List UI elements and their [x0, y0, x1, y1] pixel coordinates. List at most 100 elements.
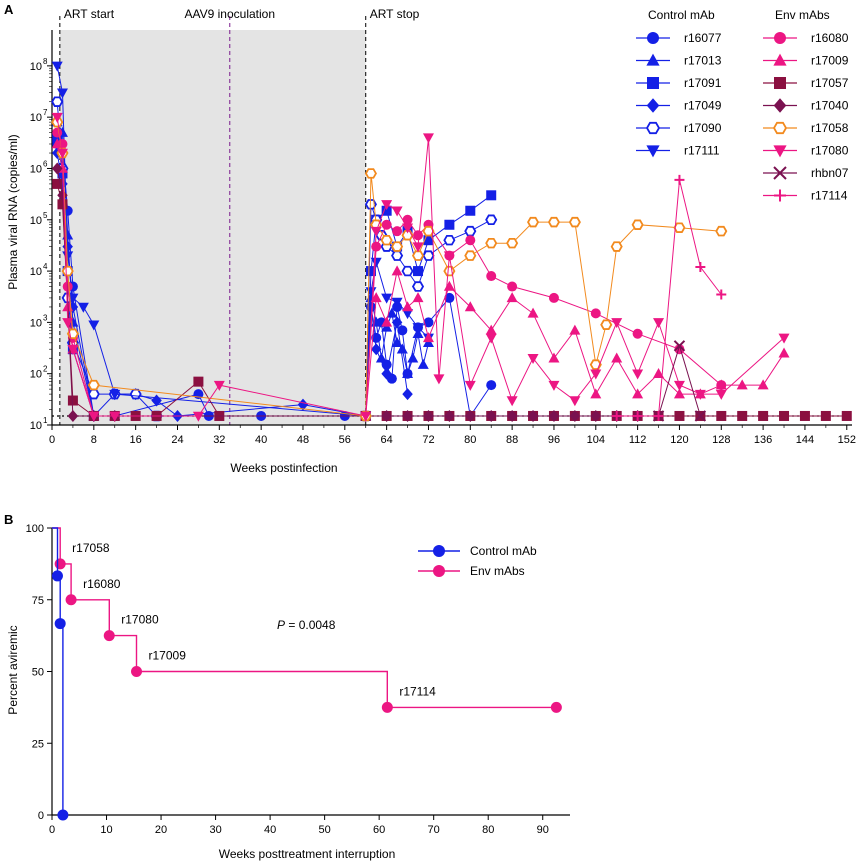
data-point: [486, 190, 497, 201]
data-point: [444, 292, 455, 303]
legend-marker: [645, 121, 661, 135]
legend-group-title: Env mAbs: [775, 8, 830, 22]
data-point: [674, 174, 685, 185]
data-point: [673, 388, 685, 399]
data-point: [716, 289, 727, 300]
y-tick-label: 25: [32, 738, 44, 750]
panel-a-x-axis-label: Weeks postinfection: [230, 461, 337, 475]
legend: Control mAb r16077 r17013 r17091 r17049 r1709…: [636, 8, 849, 203]
data-point: [673, 222, 686, 233]
data-point: [715, 379, 727, 390]
data-point: [422, 133, 434, 144]
data-point: [737, 410, 748, 421]
data-point: [192, 411, 204, 422]
data-point: [506, 292, 518, 303]
legend-label: r17057: [811, 76, 849, 90]
data-point: [51, 138, 63, 149]
data-point: [88, 320, 100, 331]
data-point: [402, 223, 414, 234]
data-point: [381, 409, 392, 422]
annotation-label: r17114: [399, 684, 436, 698]
panel-a-y-axis-label: Plasma viral RNA (copies/ml): [6, 134, 20, 289]
data-point: [391, 206, 403, 217]
data-point: [109, 411, 121, 422]
data-point: [820, 410, 831, 421]
legend-label: r17091: [684, 76, 722, 90]
data-point: [413, 266, 424, 277]
legend-label: r17080: [811, 144, 849, 158]
data-point: [213, 380, 225, 391]
data-point: [56, 148, 68, 159]
data-point: [407, 352, 419, 363]
data-point: [548, 292, 559, 303]
annotation-label: r17080: [121, 613, 159, 627]
x-tick-label: 70: [428, 824, 440, 836]
data-point: [88, 411, 100, 422]
legend-marker: [773, 53, 787, 66]
data-point: [370, 257, 382, 268]
data-point: [422, 250, 435, 261]
y-tick-label: 10: [30, 163, 42, 175]
data-point: [401, 265, 414, 277]
legend-marker: [647, 77, 659, 89]
data-point: [57, 189, 68, 202]
data-point: [485, 324, 497, 335]
p-value-symbol: P: [277, 618, 285, 632]
x-tick-label: 0: [49, 434, 55, 446]
y-tick-label: 0: [38, 810, 44, 822]
event-label: ART stop: [370, 7, 420, 21]
data-point: [632, 388, 644, 399]
data-point: [67, 395, 78, 406]
data-point: [610, 241, 623, 252]
data-point: [67, 409, 79, 422]
data-point: [370, 226, 382, 237]
data-point: [402, 388, 413, 401]
data-point: [67, 344, 79, 355]
y-tick-label: 10: [30, 317, 42, 329]
x-tick-label: 120: [670, 434, 688, 446]
data-point: [380, 234, 393, 246]
event-point: [57, 809, 69, 821]
data-point: [52, 127, 63, 138]
data-point: [51, 61, 63, 72]
y-tick-label: 10: [30, 215, 42, 227]
data-point: [465, 409, 476, 422]
data-point: [547, 216, 560, 228]
data-point: [433, 374, 445, 385]
data-point: [391, 241, 404, 252]
legend-label: r17013: [684, 54, 722, 68]
y-tick-label: 10: [30, 61, 42, 73]
data-point: [527, 307, 539, 318]
x-tick-label: 10: [100, 824, 112, 836]
event-point: [54, 618, 66, 630]
data-point: [62, 318, 74, 329]
data-point: [411, 250, 425, 261]
data-point: [506, 396, 518, 407]
series-r17114: [611, 174, 727, 421]
data-point: [548, 352, 560, 363]
data-point: [422, 332, 434, 343]
data-point: [52, 178, 63, 189]
event-label: AAV9 inoculation: [185, 7, 276, 21]
x-tick-label: 88: [506, 434, 518, 446]
annotation-label: r16080: [83, 577, 121, 591]
data-point: [569, 396, 581, 407]
data-point: [674, 344, 685, 355]
data-point: [611, 352, 623, 363]
y-tick-exponent: 5: [43, 211, 48, 220]
y-tick-exponent: 8: [43, 57, 48, 66]
data-point: [527, 409, 539, 422]
x-tick-label: 136: [754, 434, 772, 446]
data-point: [51, 112, 63, 123]
data-point: [87, 379, 100, 391]
data-point: [412, 292, 424, 303]
y-tick-exponent: 4: [43, 262, 48, 271]
data-point: [600, 319, 613, 330]
x-tick-label: 128: [712, 434, 730, 446]
legend-label: Control mAb: [470, 544, 537, 558]
event-point: [381, 701, 393, 713]
legend-marker: [647, 32, 659, 44]
annotation-label: r17058: [72, 541, 110, 555]
data-point: [417, 358, 429, 369]
legend-marker: [433, 545, 445, 557]
